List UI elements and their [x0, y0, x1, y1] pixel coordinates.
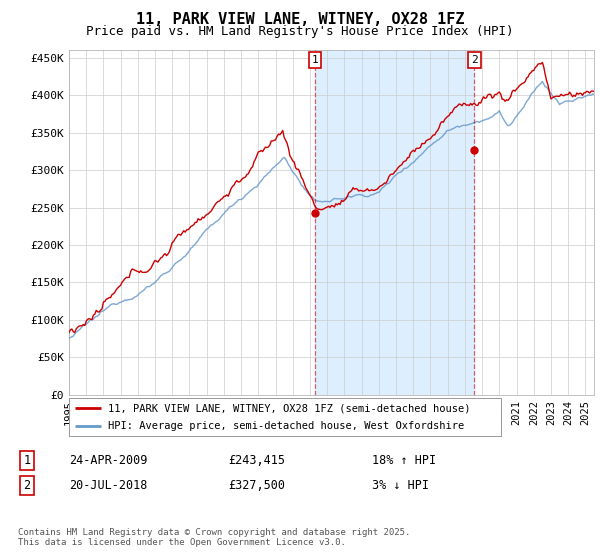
Text: 18% ↑ HPI: 18% ↑ HPI: [372, 454, 436, 467]
Text: 2: 2: [23, 479, 31, 492]
Text: 2: 2: [471, 55, 478, 65]
Text: £327,500: £327,500: [228, 479, 285, 492]
Text: 11, PARK VIEW LANE, WITNEY, OX28 1FZ: 11, PARK VIEW LANE, WITNEY, OX28 1FZ: [136, 12, 464, 27]
Text: Price paid vs. HM Land Registry's House Price Index (HPI): Price paid vs. HM Land Registry's House …: [86, 25, 514, 38]
Text: 1: 1: [23, 454, 31, 467]
Text: 3% ↓ HPI: 3% ↓ HPI: [372, 479, 429, 492]
Text: 20-JUL-2018: 20-JUL-2018: [69, 479, 148, 492]
Text: 11, PARK VIEW LANE, WITNEY, OX28 1FZ (semi-detached house): 11, PARK VIEW LANE, WITNEY, OX28 1FZ (se…: [108, 403, 470, 413]
Text: Contains HM Land Registry data © Crown copyright and database right 2025.
This d: Contains HM Land Registry data © Crown c…: [18, 528, 410, 547]
Text: HPI: Average price, semi-detached house, West Oxfordshire: HPI: Average price, semi-detached house,…: [108, 421, 464, 431]
Bar: [315, 50, 475, 395]
Text: 1: 1: [312, 55, 319, 65]
Text: £243,415: £243,415: [228, 454, 285, 467]
Text: 24-APR-2009: 24-APR-2009: [69, 454, 148, 467]
